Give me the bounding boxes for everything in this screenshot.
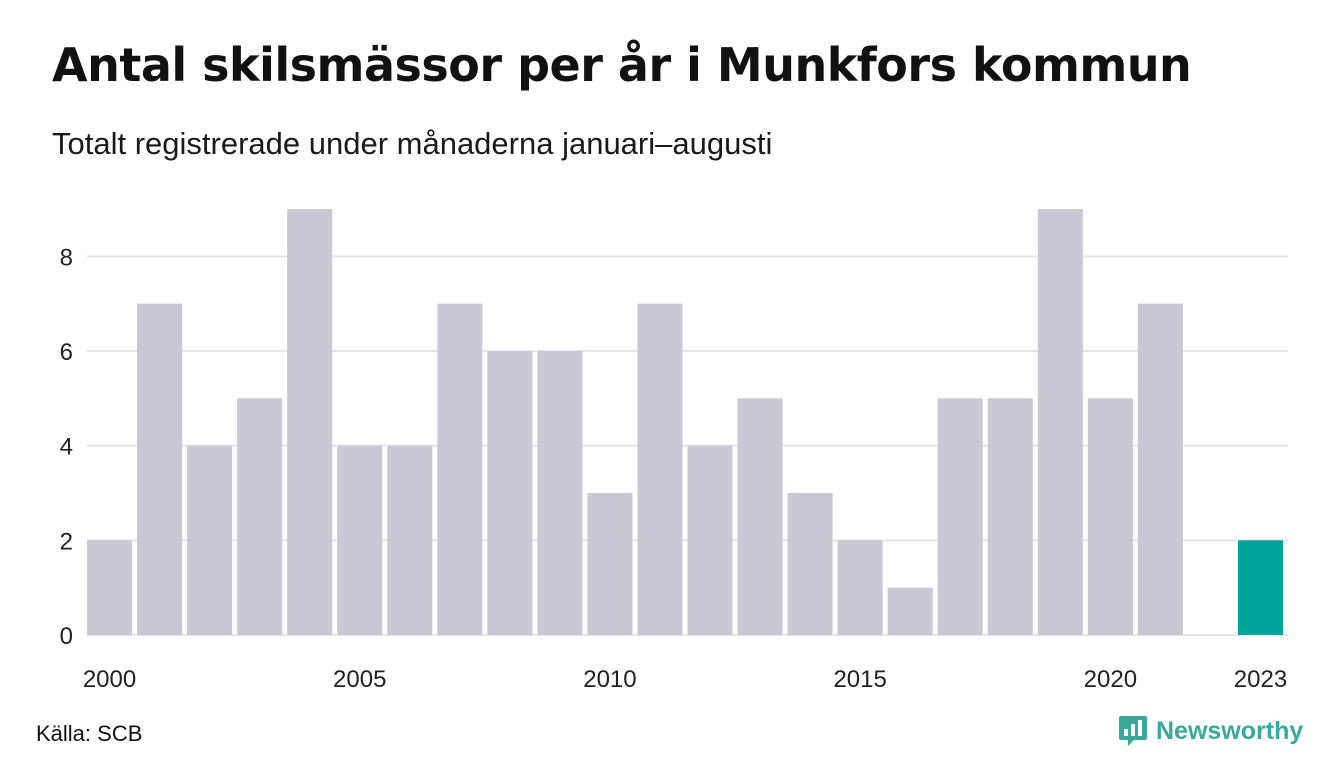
source-note: Källa: SCB <box>36 721 143 746</box>
bar-2011 <box>637 303 683 635</box>
chart-title: Antal skilsmässor per år i Munkfors komm… <box>52 38 1192 92</box>
x-tick-label: 2015 <box>833 666 886 693</box>
bar-2012 <box>687 445 733 635</box>
y-axis-labels: 0 2 4 6 8 <box>60 244 73 650</box>
bar-2001 <box>137 303 183 635</box>
bar-2016 <box>887 587 933 635</box>
bar-2006 <box>387 445 433 635</box>
bar-2002 <box>187 445 233 635</box>
bar-2004 <box>287 209 333 635</box>
x-axis-labels: 2000 2005 2010 2015 2020 2023 <box>83 666 1287 693</box>
bar-2010 <box>587 493 633 635</box>
x-tick-label: 2023 <box>1234 666 1287 693</box>
brand-logo: Newsworthy <box>1118 714 1303 748</box>
y-tick-label: 6 <box>60 339 73 366</box>
x-tick-label: 2005 <box>333 666 386 693</box>
bar-2019 <box>1037 209 1083 635</box>
chart-subtitle: Totalt registrerade under månaderna janu… <box>52 126 773 161</box>
bar-2009 <box>537 351 583 635</box>
bar-2017 <box>937 398 983 635</box>
bar-2008 <box>487 351 533 635</box>
x-tick-label: 2000 <box>83 666 136 693</box>
bar-2013 <box>737 398 783 635</box>
bar-2000 <box>87 540 133 635</box>
bar-2007 <box>437 303 483 635</box>
bar-2023 <box>1237 540 1283 635</box>
bar-2003 <box>237 398 283 635</box>
bar-2005 <box>337 445 383 635</box>
x-tick-label: 2020 <box>1084 666 1137 693</box>
bar-2018 <box>987 398 1033 635</box>
y-tick-label: 2 <box>60 528 73 555</box>
y-tick-label: 8 <box>60 244 73 271</box>
bar-2020 <box>1087 398 1133 635</box>
brand-name: Newsworthy <box>1156 716 1304 745</box>
bars <box>87 209 1283 635</box>
y-tick-label: 0 <box>60 623 73 650</box>
bar-2014 <box>787 493 833 635</box>
bar-2015 <box>837 540 883 635</box>
y-tick-label: 4 <box>60 434 73 461</box>
bar-2021 <box>1137 303 1183 635</box>
newsworthy-logo-icon <box>1119 716 1147 746</box>
x-tick-label: 2010 <box>583 666 636 693</box>
